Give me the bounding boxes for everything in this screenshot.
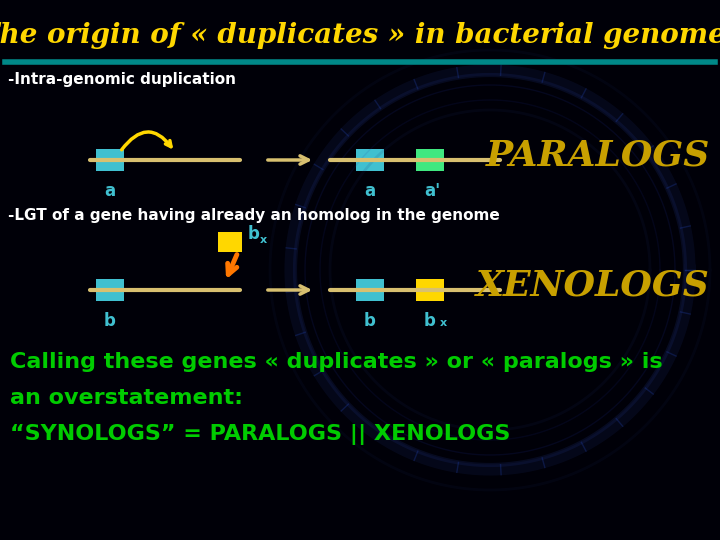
Text: x: x xyxy=(260,235,267,245)
Text: Calling these genes « duplicates » or « paralogs » is: Calling these genes « duplicates » or « … xyxy=(10,352,662,372)
FancyBboxPatch shape xyxy=(356,279,384,301)
Text: b: b xyxy=(424,312,436,330)
Text: a': a' xyxy=(424,182,440,200)
Text: an overstatement:: an overstatement: xyxy=(10,388,243,408)
FancyBboxPatch shape xyxy=(356,149,384,171)
Text: a: a xyxy=(104,182,116,200)
Text: -Intra-genomic duplication: -Intra-genomic duplication xyxy=(8,72,236,87)
Text: b: b xyxy=(364,312,376,330)
Text: a: a xyxy=(364,182,376,200)
Text: XENOLOGS: XENOLOGS xyxy=(476,268,710,302)
Text: x: x xyxy=(439,318,446,328)
Text: -LGT of a gene having already an homolog in the genome: -LGT of a gene having already an homolog… xyxy=(8,208,500,223)
FancyBboxPatch shape xyxy=(416,279,444,301)
Text: b: b xyxy=(248,225,260,243)
FancyBboxPatch shape xyxy=(416,149,444,171)
Text: “SYNOLOGS” = PARALOGS || XENOLOGS: “SYNOLOGS” = PARALOGS || XENOLOGS xyxy=(10,424,510,445)
Text: b: b xyxy=(104,312,116,330)
FancyBboxPatch shape xyxy=(218,232,242,252)
Text: PARALOGS: PARALOGS xyxy=(485,138,710,172)
Text: The origin of « duplicates » in bacterial genomes: The origin of « duplicates » in bacteria… xyxy=(0,22,720,49)
FancyBboxPatch shape xyxy=(96,149,124,171)
FancyBboxPatch shape xyxy=(96,279,124,301)
